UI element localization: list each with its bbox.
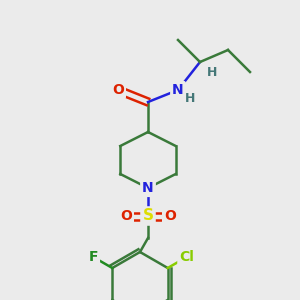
Text: S: S [142, 208, 154, 224]
Text: O: O [120, 209, 132, 223]
Text: Cl: Cl [179, 250, 194, 264]
Text: N: N [172, 83, 184, 97]
Text: H: H [207, 65, 217, 79]
Text: F: F [88, 250, 98, 264]
Text: O: O [112, 83, 124, 97]
Text: H: H [185, 92, 195, 104]
Text: N: N [142, 181, 154, 195]
Text: O: O [164, 209, 176, 223]
